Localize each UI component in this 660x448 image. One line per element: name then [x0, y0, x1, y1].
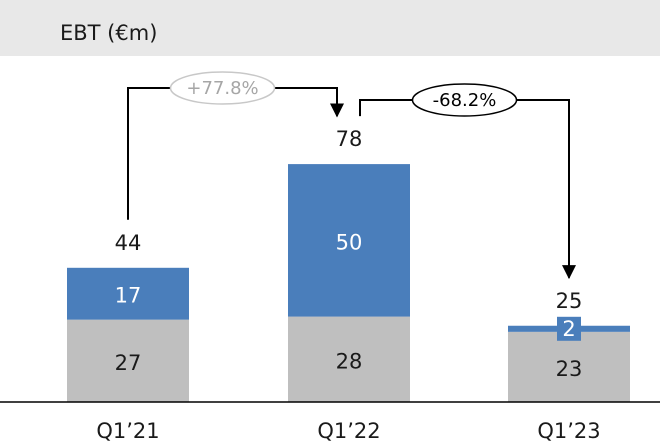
bar-segment — [67, 319, 189, 402]
value-label: 2 — [562, 317, 575, 341]
header-band — [0, 0, 660, 56]
value-label: 17 — [115, 284, 142, 308]
bar-segment — [288, 316, 410, 402]
bar-segment — [67, 267, 189, 320]
value-label: 50 — [336, 230, 363, 254]
value-label: 23 — [556, 357, 583, 381]
x-tick-label: Q1’23 — [537, 419, 600, 443]
total-label: 78 — [336, 127, 363, 151]
x-tick-label: Q1’22 — [317, 419, 380, 443]
chart-title: EBT (€m) — [60, 21, 157, 45]
annotation-bubble — [169, 71, 276, 105]
value-label: 27 — [115, 351, 142, 375]
annotation: -68.2% — [433, 90, 497, 111]
value-label-box — [557, 316, 581, 341]
total-label: 25 — [556, 289, 583, 313]
total-label: 44 — [115, 231, 142, 255]
annotation: +77.8% — [186, 78, 258, 99]
bar-segment — [288, 164, 410, 317]
x-tick-label: Q1’21 — [96, 419, 159, 443]
annotation-bubble — [411, 83, 518, 117]
value-label: 28 — [336, 349, 363, 373]
bar-segment — [508, 331, 630, 402]
